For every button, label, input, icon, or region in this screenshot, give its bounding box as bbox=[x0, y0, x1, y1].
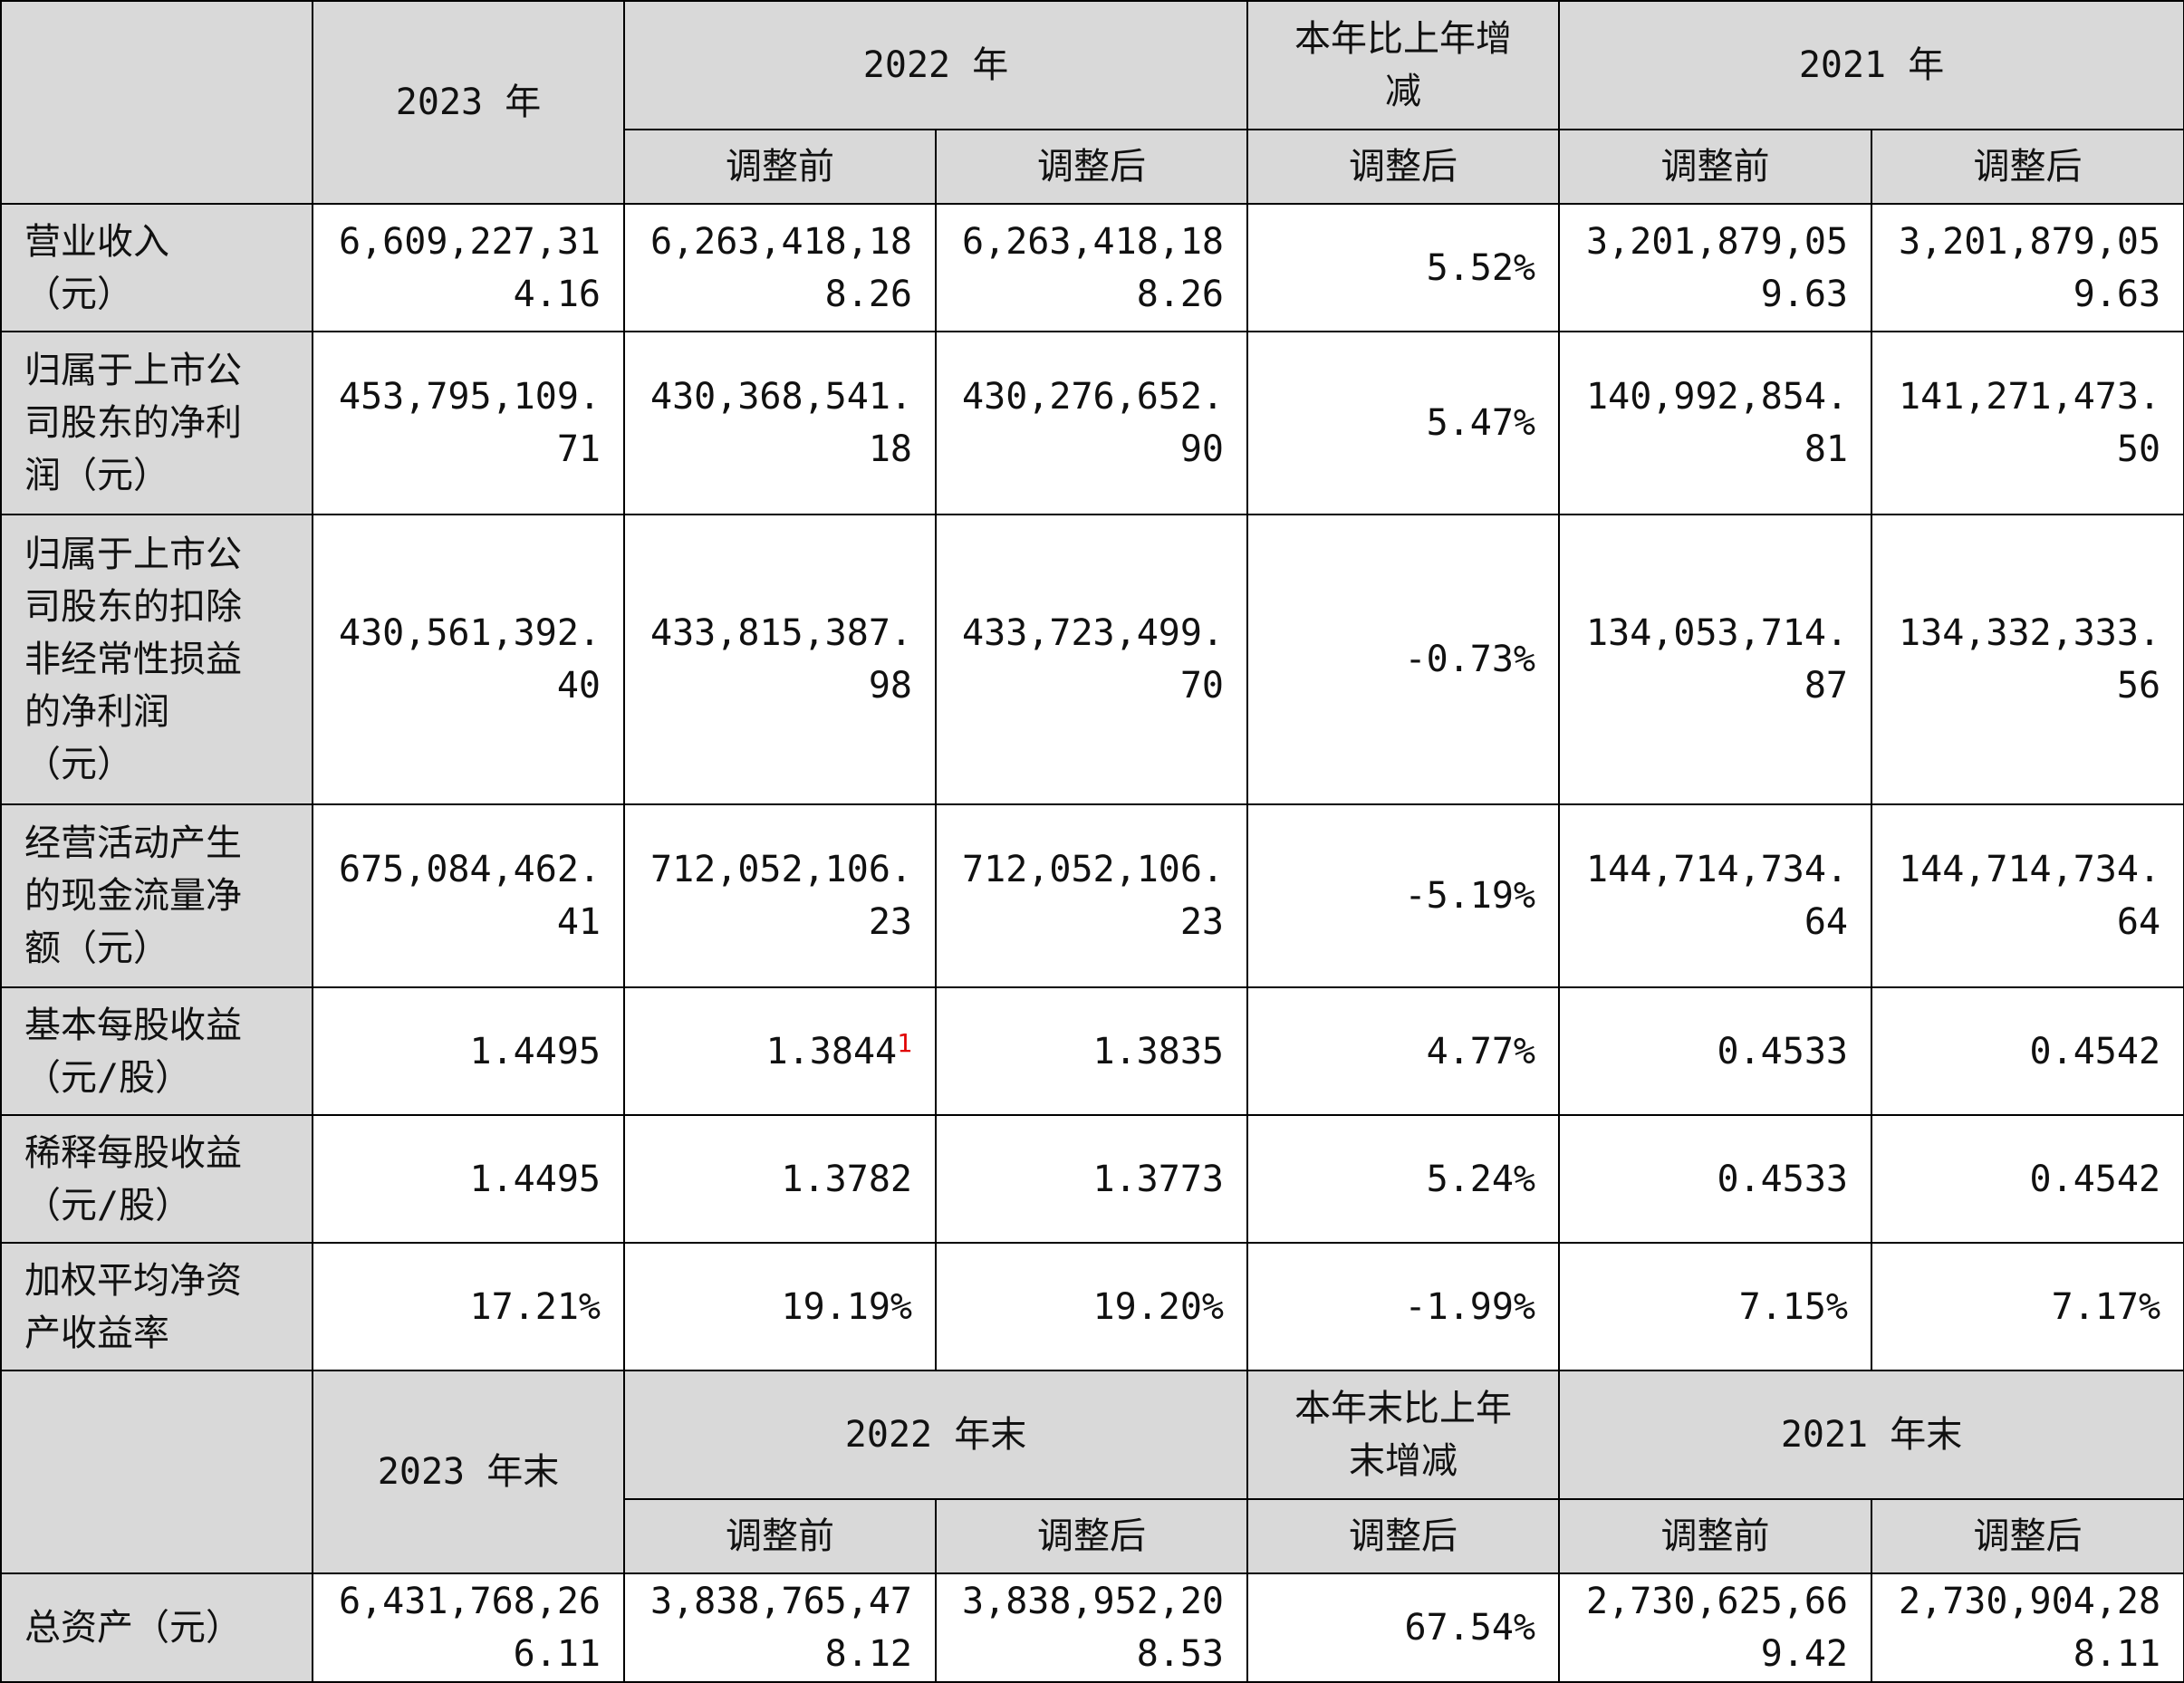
subheader-2021-before: 调整前 bbox=[1558, 129, 1873, 205]
row-label: 归属于上市公 司股东的扣除 非经常性损益 的净利润 （元） bbox=[0, 514, 313, 805]
cell-2022-before: 433,815,387. 98 bbox=[623, 514, 937, 805]
cell-change: 5.47% bbox=[1246, 331, 1561, 515]
footnote-marker[interactable]: 1 bbox=[897, 1027, 912, 1058]
subheader-2022-after: 调整后 bbox=[934, 129, 1249, 205]
subheader-2021-after: 调整后 bbox=[1871, 129, 2184, 205]
header-row-top: 2023 年 2022 年 本年比上年增 减 2021 年 bbox=[0, 0, 2184, 205]
cell-2023: 6,609,227,31 4.16 bbox=[312, 203, 625, 332]
subheader-change-after: 调整后 bbox=[1246, 129, 1561, 205]
cell-change: -1.99% bbox=[1246, 1242, 1561, 1371]
cell-2021-after: 2,730,904,28 8.11 bbox=[1871, 1572, 2184, 1683]
header-change: 本年比上年增 减 bbox=[1246, 0, 1561, 130]
cell-2022-before: 430,368,541. 18 bbox=[623, 331, 937, 515]
header-2022: 2022 年 bbox=[622, 0, 1249, 130]
cell-value: 1.3844 bbox=[765, 1030, 898, 1072]
cell-2022-before: 6,263,418,18 8.26 bbox=[623, 203, 937, 332]
cell-2023: 675,084,462. 41 bbox=[312, 803, 625, 988]
cell-2023: 6,431,768,26 6.11 bbox=[312, 1572, 625, 1683]
cell-2021-after: 144,714,734. 64 bbox=[1871, 803, 2184, 988]
header-row-bottom: 2023 年末 2022 年末 本年末比上年 末增减 2021 年末 bbox=[0, 1370, 2184, 1574]
cell-2022-after: 19.20% bbox=[934, 1242, 1249, 1371]
cell-2022-before: 3,838,765,47 8.12 bbox=[623, 1572, 937, 1683]
cell-2023: 1.4495 bbox=[312, 986, 625, 1116]
cell-2021-after: 3,201,879,05 9.63 bbox=[1871, 203, 2184, 332]
subheader-change-after: 调整后 bbox=[1246, 1498, 1561, 1574]
cell-2021-before: 144,714,734. 64 bbox=[1558, 803, 1873, 988]
header-corner-cell bbox=[0, 0, 313, 205]
header-row-sub: 调整前 调整后 调整后 调整前 调整后 bbox=[1, 129, 2184, 205]
table-row-diluted-eps: 稀释每股收益 （元/股） 1.4495 1.3782 1.3773 5.24% … bbox=[0, 1114, 2184, 1244]
cell-2022-after: 430,276,652. 90 bbox=[934, 331, 1249, 515]
cell-2022-after: 1.3773 bbox=[934, 1114, 1249, 1244]
cell-2022-before: 1.38441 bbox=[623, 986, 937, 1116]
row-label: 加权平均净资 产收益率 bbox=[0, 1242, 313, 1371]
cell-2022-after: 433,723,499. 70 bbox=[934, 514, 1249, 805]
cell-2021-after: 7.17% bbox=[1871, 1242, 2184, 1371]
row-label: 基本每股收益 （元/股） bbox=[0, 986, 313, 1116]
cell-change: -5.19% bbox=[1246, 803, 1561, 988]
header-corner-cell-bottom bbox=[0, 1370, 313, 1574]
table-row-operating-cash-flow: 经营活动产生 的现金流量净 额（元） 675,084,462. 41 712,0… bbox=[0, 803, 2184, 988]
subheader-2021-after: 调整后 bbox=[1871, 1498, 2184, 1574]
cell-2023: 1.4495 bbox=[312, 1114, 625, 1244]
table-row-net-profit-deducted: 归属于上市公 司股东的扣除 非经常性损益 的净利润 （元） 430,561,39… bbox=[0, 514, 2184, 805]
header-row-bottom-sub: 调整前 调整后 调整后 调整前 调整后 bbox=[1, 1498, 2184, 1574]
cell-change: 5.52% bbox=[1246, 203, 1561, 332]
cell-2021-after: 0.4542 bbox=[1871, 986, 2184, 1116]
cell-2021-after: 0.4542 bbox=[1871, 1114, 2184, 1244]
cell-2021-before: 134,053,714. 87 bbox=[1558, 514, 1873, 805]
header-2023-end: 2023 年末 bbox=[312, 1370, 625, 1574]
cell-2022-after: 1.3835 bbox=[934, 986, 1249, 1116]
cell-2022-before: 19.19% bbox=[623, 1242, 937, 1371]
table-row-roe: 加权平均净资 产收益率 17.21% 19.19% 19.20% -1.99% … bbox=[0, 1242, 2184, 1371]
subheader-2022-before: 调整前 bbox=[623, 129, 937, 205]
header-2023: 2023 年 bbox=[312, 0, 625, 205]
subheader-2022-after: 调整后 bbox=[934, 1498, 1249, 1574]
header-2022-end: 2022 年末 bbox=[622, 1370, 1249, 1500]
cell-2021-before: 0.4533 bbox=[1558, 986, 1873, 1116]
table-row-total-assets: 总资产（元） 6,431,768,26 6.11 3,838,765,47 8.… bbox=[0, 1572, 2184, 1683]
cell-2021-before: 3,201,879,05 9.63 bbox=[1558, 203, 1873, 332]
table-row-revenue: 营业收入 （元） 6,609,227,31 4.16 6,263,418,18 … bbox=[0, 203, 2184, 332]
cell-2021-after: 134,332,333. 56 bbox=[1871, 514, 2184, 805]
cell-2022-after: 712,052,106. 23 bbox=[934, 803, 1249, 988]
subheader-2022-before: 调整前 bbox=[623, 1498, 937, 1574]
cell-2023: 430,561,392. 40 bbox=[312, 514, 625, 805]
cell-change: 5.24% bbox=[1246, 1114, 1561, 1244]
cell-2022-after: 3,838,952,20 8.53 bbox=[934, 1572, 1249, 1683]
row-label: 营业收入 （元） bbox=[0, 203, 313, 332]
row-label: 稀释每股收益 （元/股） bbox=[0, 1114, 313, 1244]
cell-change: 67.54% bbox=[1246, 1572, 1561, 1683]
row-label: 归属于上市公 司股东的净利 润（元） bbox=[0, 331, 313, 515]
cell-2023: 17.21% bbox=[312, 1242, 625, 1371]
row-label: 经营活动产生 的现金流量净 额（元） bbox=[0, 803, 313, 988]
cell-2022-after: 6,263,418,18 8.26 bbox=[934, 203, 1249, 332]
cell-2023: 453,795,109. 71 bbox=[312, 331, 625, 515]
cell-2021-before: 140,992,854. 81 bbox=[1558, 331, 1873, 515]
header-change-end: 本年末比上年 末增减 bbox=[1246, 1370, 1561, 1500]
cell-2021-before: 2,730,625,66 9.42 bbox=[1558, 1572, 1873, 1683]
row-label: 总资产（元） bbox=[0, 1572, 313, 1683]
table-row-net-profit: 归属于上市公 司股东的净利 润（元） 453,795,109. 71 430,3… bbox=[0, 331, 2184, 515]
cell-2021-before: 7.15% bbox=[1558, 1242, 1873, 1371]
cell-2021-before: 0.4533 bbox=[1558, 1114, 1873, 1244]
cell-2022-before: 712,052,106. 23 bbox=[623, 803, 937, 988]
table-row-basic-eps: 基本每股收益 （元/股） 1.4495 1.38441 1.3835 4.77%… bbox=[0, 986, 2184, 1116]
header-2021: 2021 年 bbox=[1558, 0, 2184, 130]
cell-2021-after: 141,271,473. 50 bbox=[1871, 331, 2184, 515]
header-2021-end: 2021 年末 bbox=[1558, 1370, 2184, 1500]
cell-change: 4.77% bbox=[1246, 986, 1561, 1116]
cell-change: -0.73% bbox=[1246, 514, 1561, 805]
subheader-2021-before: 调整前 bbox=[1558, 1498, 1873, 1574]
cell-2022-before: 1.3782 bbox=[623, 1114, 937, 1244]
